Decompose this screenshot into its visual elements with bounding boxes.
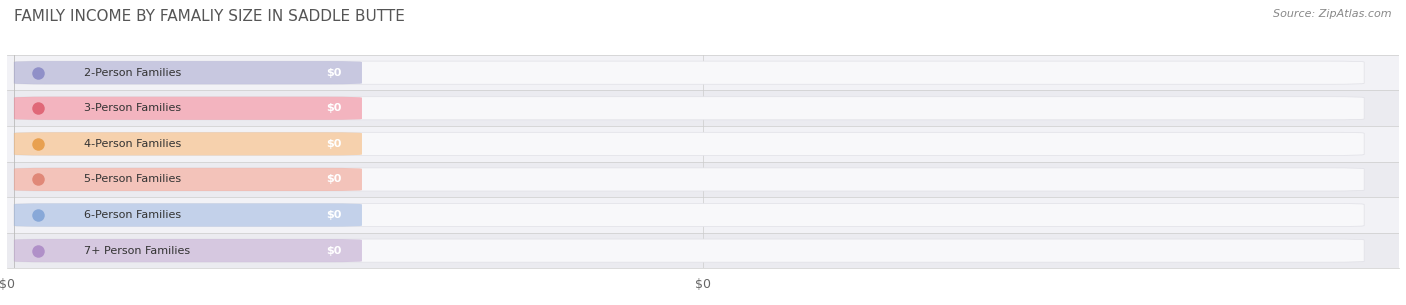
FancyBboxPatch shape [14, 97, 1364, 120]
Bar [7, 162, 1399, 197]
FancyBboxPatch shape [14, 168, 361, 191]
Text: 2-Person Families: 2-Person Families [83, 68, 181, 78]
FancyBboxPatch shape [14, 203, 1364, 227]
Bar [7, 197, 1399, 233]
Bar [7, 55, 1399, 91]
FancyBboxPatch shape [14, 61, 361, 84]
Text: 5-Person Families: 5-Person Families [83, 174, 181, 185]
FancyBboxPatch shape [14, 132, 361, 156]
Text: $0: $0 [326, 68, 342, 78]
Text: 4-Person Families: 4-Person Families [83, 139, 181, 149]
Text: Source: ZipAtlas.com: Source: ZipAtlas.com [1274, 9, 1392, 19]
FancyBboxPatch shape [14, 168, 1364, 191]
Text: $0: $0 [326, 210, 342, 220]
Bar [7, 126, 1399, 162]
Bar [7, 91, 1399, 126]
Text: 7+ Person Families: 7+ Person Families [83, 246, 190, 256]
Text: $0: $0 [326, 103, 342, 113]
Text: 3-Person Families: 3-Person Families [83, 103, 181, 113]
Text: $0: $0 [326, 246, 342, 256]
FancyBboxPatch shape [14, 97, 361, 120]
FancyBboxPatch shape [14, 203, 361, 227]
Text: 6-Person Families: 6-Person Families [83, 210, 181, 220]
Bar [7, 233, 1399, 268]
FancyBboxPatch shape [14, 132, 1364, 156]
FancyBboxPatch shape [14, 239, 1364, 262]
Text: $0: $0 [326, 139, 342, 149]
Text: FAMILY INCOME BY FAMALIY SIZE IN SADDLE BUTTE: FAMILY INCOME BY FAMALIY SIZE IN SADDLE … [14, 9, 405, 24]
FancyBboxPatch shape [14, 239, 361, 262]
FancyBboxPatch shape [14, 61, 1364, 84]
Text: $0: $0 [326, 174, 342, 185]
